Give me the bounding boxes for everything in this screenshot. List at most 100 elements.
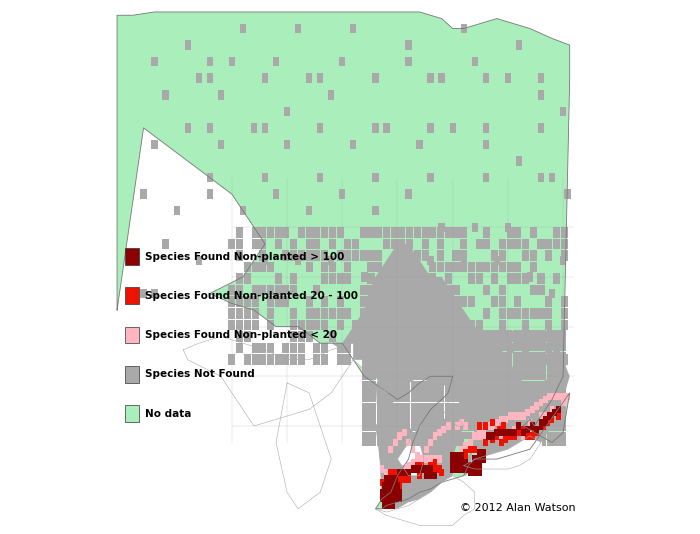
Bar <box>406 296 413 307</box>
Bar <box>468 442 472 450</box>
Bar <box>530 308 537 319</box>
Bar <box>472 57 478 66</box>
Bar <box>391 432 395 439</box>
Bar <box>517 359 522 366</box>
Bar <box>438 74 444 83</box>
Bar <box>556 439 561 446</box>
Bar <box>454 344 459 351</box>
Bar <box>401 344 405 351</box>
Bar <box>228 285 235 295</box>
Bar <box>512 412 517 420</box>
Bar <box>367 344 372 351</box>
Bar <box>395 492 400 499</box>
Bar <box>290 320 298 330</box>
Bar <box>460 262 468 272</box>
Bar <box>368 227 374 238</box>
Bar <box>391 239 398 249</box>
Bar <box>446 422 451 430</box>
Bar <box>389 475 393 483</box>
Bar <box>367 330 372 337</box>
Bar <box>468 355 475 365</box>
Bar <box>556 351 561 359</box>
Bar <box>508 432 512 439</box>
Bar <box>547 330 552 337</box>
Bar <box>344 239 351 249</box>
Bar <box>424 469 428 476</box>
Bar <box>512 381 517 388</box>
Bar <box>244 331 251 342</box>
Bar <box>367 359 372 366</box>
Bar <box>425 410 430 417</box>
Bar <box>459 373 464 380</box>
Bar <box>429 273 436 284</box>
Bar <box>452 296 459 307</box>
Bar <box>425 344 430 351</box>
Bar <box>401 439 405 446</box>
Bar <box>360 308 367 319</box>
Bar <box>556 344 561 351</box>
Bar <box>314 250 321 261</box>
Bar <box>454 439 459 446</box>
Bar <box>290 273 298 284</box>
Bar <box>406 439 410 446</box>
Bar <box>556 432 561 439</box>
Bar <box>416 140 423 149</box>
Bar <box>386 432 391 439</box>
Bar <box>503 351 507 359</box>
Bar <box>295 24 301 33</box>
Bar <box>391 351 395 359</box>
Bar <box>469 432 473 439</box>
Bar <box>416 330 420 337</box>
Bar <box>391 285 398 295</box>
Bar <box>425 337 430 344</box>
Bar <box>337 355 344 365</box>
FancyBboxPatch shape <box>125 366 139 383</box>
Bar <box>262 256 268 265</box>
Bar <box>416 432 420 439</box>
Bar <box>437 239 444 249</box>
Bar <box>522 351 527 359</box>
Bar <box>444 395 449 402</box>
Bar <box>406 469 411 476</box>
Bar <box>382 337 386 344</box>
Bar <box>532 388 537 395</box>
Bar <box>489 373 493 380</box>
Bar <box>517 373 522 380</box>
Bar <box>393 475 398 483</box>
Bar <box>503 395 507 402</box>
Bar <box>552 337 556 344</box>
Bar <box>547 410 552 417</box>
Bar <box>517 425 522 431</box>
Bar <box>484 344 488 351</box>
Bar <box>482 140 489 149</box>
Bar <box>141 190 147 199</box>
FancyBboxPatch shape <box>125 327 139 343</box>
Bar <box>440 410 444 417</box>
Bar <box>547 366 552 373</box>
Bar <box>314 343 321 354</box>
Bar <box>321 296 328 307</box>
Bar <box>507 308 514 319</box>
Bar <box>507 343 514 354</box>
Bar <box>459 466 464 473</box>
Bar <box>474 388 478 395</box>
Bar <box>425 359 430 366</box>
Bar <box>444 296 452 307</box>
Bar <box>561 425 566 431</box>
Bar <box>406 417 410 424</box>
Bar <box>430 351 435 359</box>
Text: Species Not Found: Species Not Found <box>145 370 255 379</box>
Bar <box>396 410 400 417</box>
Bar <box>449 337 454 344</box>
Bar <box>368 250 374 261</box>
Bar <box>468 469 472 476</box>
Bar <box>384 495 389 502</box>
Bar <box>508 344 512 351</box>
Bar <box>394 272 400 281</box>
Bar <box>542 439 547 446</box>
Bar <box>377 344 382 351</box>
Bar <box>377 381 382 388</box>
Bar <box>517 388 522 395</box>
Bar <box>508 359 512 366</box>
Bar <box>479 410 483 417</box>
